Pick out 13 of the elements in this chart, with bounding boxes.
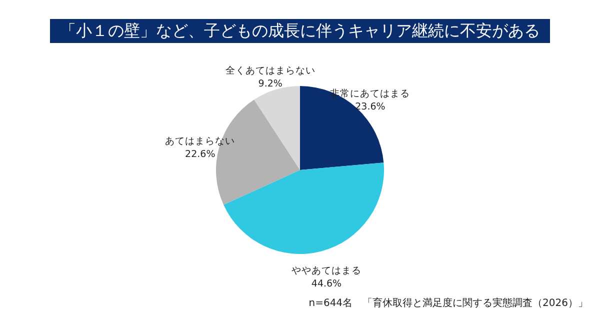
pie-slice: [224, 162, 384, 254]
slice-label: 非常にあてはまる: [330, 87, 410, 100]
data-label: 22.6%: [185, 148, 216, 160]
data-label: 23.6%: [355, 101, 386, 112]
data-label: 44.6%: [311, 278, 342, 290]
text: n=644名 「育休取得と満足度に関する実態調査（2026）」: [308, 296, 588, 310]
data-label: 9.2%: [258, 78, 282, 90]
chart-title: 「小１の壁」など、子どもの成長に伴うキャリア継続に不安がある: [50, 19, 550, 43]
pie-slice: [216, 100, 300, 205]
pie-slice: [254, 86, 300, 170]
slice-label: 全くあてはまらない: [225, 64, 316, 76]
slice-label: ややあてはまる: [291, 266, 362, 277]
slice-label: あてはまらない: [165, 136, 236, 147]
